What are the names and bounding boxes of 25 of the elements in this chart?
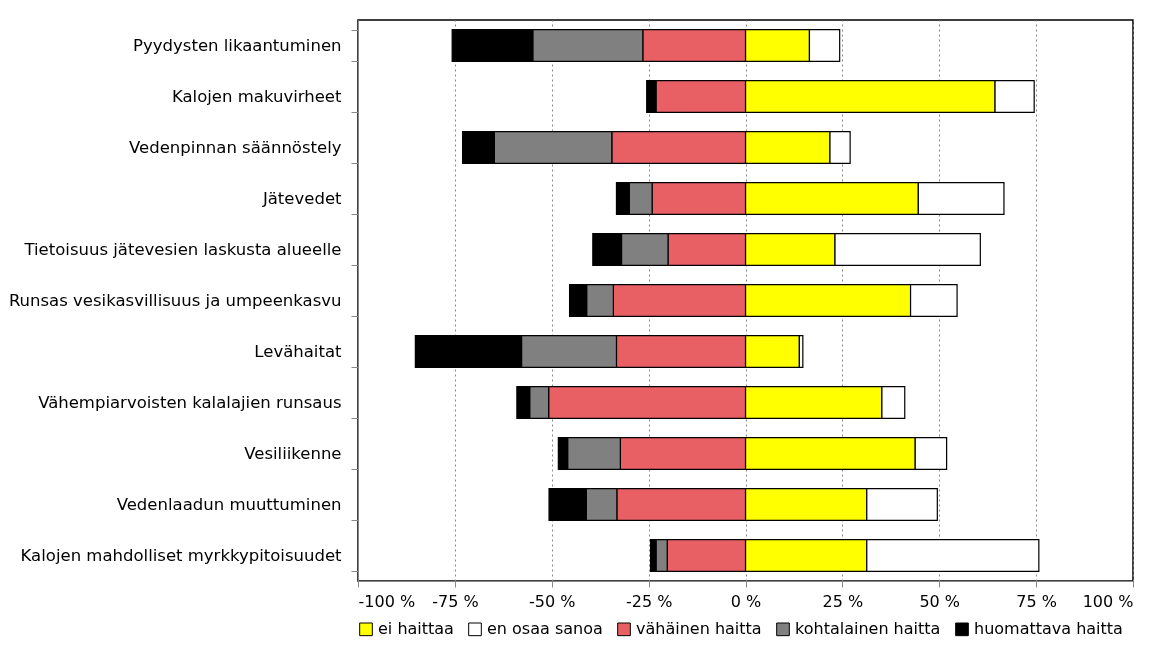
- y-tick-label: Kalojen makuvirheet: [171, 87, 343, 106]
- legend-label: en osaa sanoa: [487, 619, 603, 639]
- legend-label: ei haittaa: [378, 619, 454, 639]
- legend-label: kohtalainen haitta: [795, 619, 941, 639]
- y-tick-label: Levähaitat: [254, 342, 343, 361]
- legend-label: huomattava haitta: [974, 619, 1123, 639]
- x-tick-label: -50 %: [529, 591, 576, 611]
- y-tick-label: Vähempiarvoisten kalalajien runsaus: [38, 393, 342, 412]
- legend-label: vähäinen haitta: [636, 619, 762, 639]
- x-tick-label: 50 %: [919, 591, 961, 611]
- y-tick-label: Vedenpinnan säännöstely: [129, 138, 342, 157]
- x-tick-label: 100 %: [1082, 591, 1134, 611]
- y-tick-label: Vedenlaadun muuttuminen: [116, 495, 342, 514]
- y-tick-label: Tietoisuus jätevesien laskusta alueelle: [23, 240, 342, 259]
- x-tick-label: -25 %: [625, 591, 673, 611]
- x-tick-label: -75 %: [432, 591, 479, 611]
- x-tick-label: -100 %: [358, 591, 416, 611]
- y-tick-label: Pyydysten likaantuminen: [133, 36, 342, 55]
- y-tick-label: Jätevedet: [261, 189, 343, 208]
- y-tick-label: Runsas vesikasvillisuus ja umpeenkasvu: [8, 291, 342, 310]
- x-tick-label: 0 %: [730, 591, 762, 611]
- y-tick-label: Vesiliikenne: [244, 444, 342, 463]
- x-tick-label: 75 %: [1016, 591, 1057, 611]
- y-tick-label: Kalojen mahdolliset myrkkypitoisuudet: [20, 546, 343, 565]
- x-tick-label: 25 %: [822, 591, 864, 611]
